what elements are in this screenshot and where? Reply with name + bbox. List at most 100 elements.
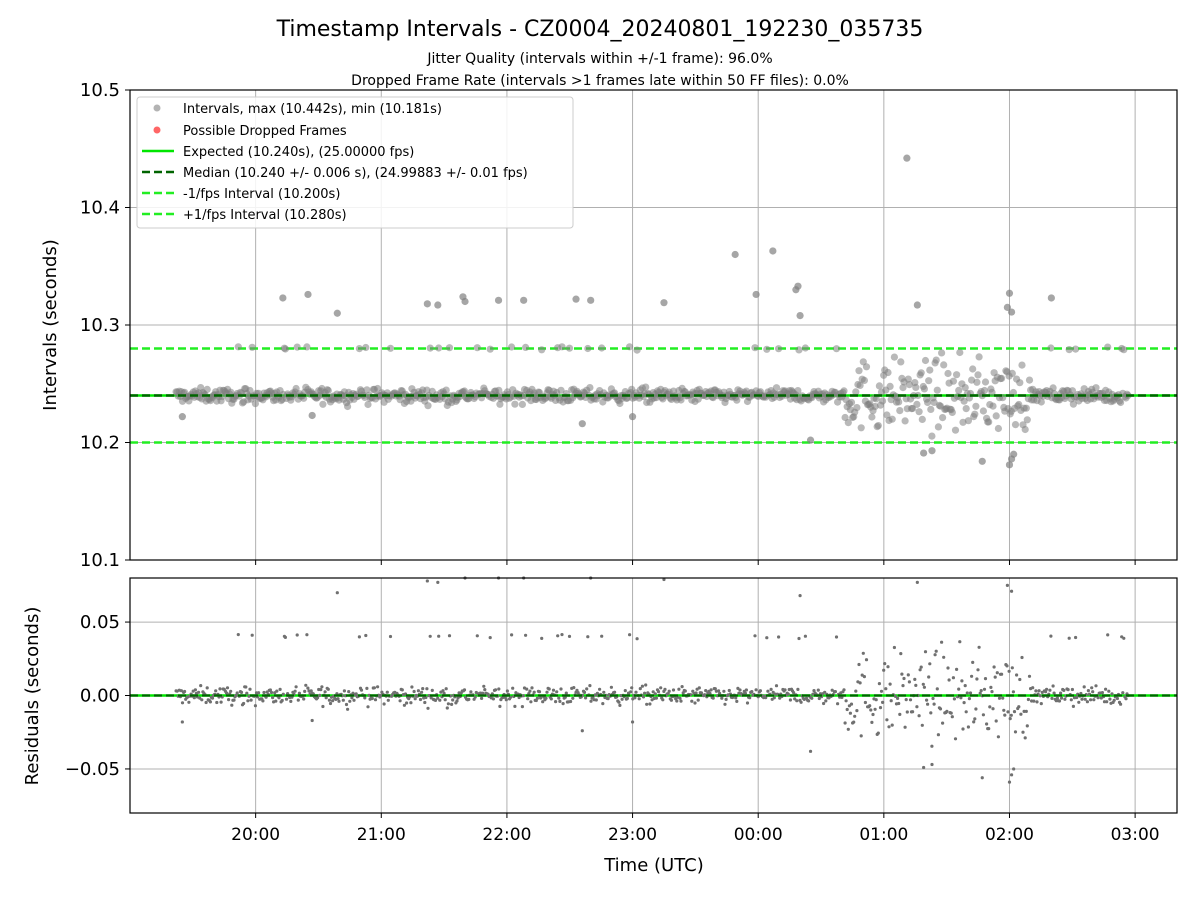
residual-point: [600, 634, 604, 638]
residual-point: [359, 688, 364, 692]
residual-point: [975, 677, 979, 681]
residual-point: [547, 687, 551, 691]
legend-box: [136, 96, 574, 229]
residual-point: [247, 694, 251, 698]
interval-point: [677, 396, 685, 404]
residual-point: [595, 691, 600, 695]
residual-point: [709, 688, 713, 692]
interval-point: [860, 376, 869, 384]
residual-point: [727, 688, 731, 693]
residual-point: [958, 640, 962, 644]
residual-point: [663, 687, 667, 692]
residual-point: [1105, 700, 1109, 704]
interval-point: [862, 363, 871, 371]
residual-point: [451, 698, 455, 702]
residual-point: [245, 691, 249, 695]
interval-point: [751, 344, 759, 352]
residual-point: [450, 702, 454, 707]
interval-point: [486, 345, 494, 353]
interval-point: [905, 381, 914, 389]
residual-point: [1079, 691, 1083, 696]
interval-point: [969, 365, 977, 373]
residual-point: [208, 700, 212, 704]
residual-point: [925, 698, 929, 702]
interval-outlier-point: [794, 282, 802, 290]
residual-point: [857, 662, 861, 667]
residual-point: [1020, 655, 1024, 660]
residuals-y-tick-label: −0.05: [65, 759, 120, 780]
residual-outlier-point: [980, 776, 984, 780]
residual-point: [633, 696, 637, 700]
residual-point: [413, 697, 417, 701]
residual-point: [268, 688, 272, 692]
residual-point: [861, 651, 865, 655]
residual-point: [941, 721, 945, 725]
residual-point: [677, 687, 681, 691]
residual-point: [1003, 713, 1007, 717]
residual-point: [1062, 688, 1066, 693]
residual-point: [1049, 634, 1053, 638]
interval-point: [994, 424, 1003, 433]
interval-outlier-point: [1007, 308, 1016, 316]
residual-point: [539, 696, 543, 700]
residual-point: [589, 699, 593, 703]
residual-outlier-point: [580, 729, 584, 733]
residual-point: [1035, 700, 1039, 704]
interval-outlier-point: [769, 247, 777, 255]
residual-point: [541, 700, 545, 704]
residual-outlier-point: [425, 579, 429, 583]
interval-point: [934, 423, 943, 431]
interval-point: [293, 343, 301, 351]
residual-point: [218, 687, 222, 691]
residual-point: [585, 687, 589, 691]
interval-point: [1069, 400, 1077, 408]
residual-point: [525, 687, 529, 691]
residual-point: [803, 634, 808, 638]
residual-point: [445, 706, 449, 710]
residual-point: [833, 690, 838, 694]
residual-point: [645, 702, 649, 706]
interval-outlier-point: [628, 413, 637, 421]
interval-outlier-point: [913, 301, 921, 309]
residual-point: [777, 635, 781, 639]
interval-point: [364, 400, 372, 409]
residual-point: [447, 634, 452, 638]
interval-point: [795, 346, 803, 354]
residual-outlier-point: [662, 577, 666, 582]
residual-point: [526, 697, 530, 701]
residual-point: [582, 690, 587, 695]
residual-point: [743, 691, 748, 695]
interval-point: [424, 402, 432, 410]
residual-point: [382, 702, 386, 706]
residual-point: [511, 686, 515, 690]
residual-point: [348, 699, 352, 703]
residual-point: [863, 700, 868, 705]
residual-point: [917, 714, 921, 718]
residual-point: [934, 649, 938, 653]
residual-point: [1075, 695, 1079, 700]
residual-point: [862, 675, 867, 679]
residual-point: [442, 691, 446, 696]
residual-outlier-point: [436, 580, 440, 585]
residual-point: [513, 704, 517, 709]
residual-point: [1044, 690, 1048, 694]
interval-point: [949, 377, 958, 385]
residual-point: [1037, 689, 1041, 693]
residual-point: [572, 686, 576, 690]
residual-point: [638, 687, 642, 691]
interval-point: [1065, 346, 1073, 354]
interval-outlier-point: [978, 457, 986, 465]
interval-point: [927, 405, 935, 413]
residual-point: [293, 689, 297, 693]
interval-outlier-point: [494, 296, 503, 304]
residual-point: [584, 696, 588, 700]
residual-point: [1019, 712, 1023, 716]
interval-outlier-point: [434, 301, 442, 309]
residual-point: [388, 634, 393, 639]
interval-outlier-point: [1047, 294, 1055, 302]
interval-outlier-point: [423, 300, 431, 308]
residual-point: [571, 696, 575, 700]
interval-point: [1120, 346, 1128, 354]
interval-outlier-point: [796, 312, 804, 320]
interval-point: [423, 386, 431, 394]
